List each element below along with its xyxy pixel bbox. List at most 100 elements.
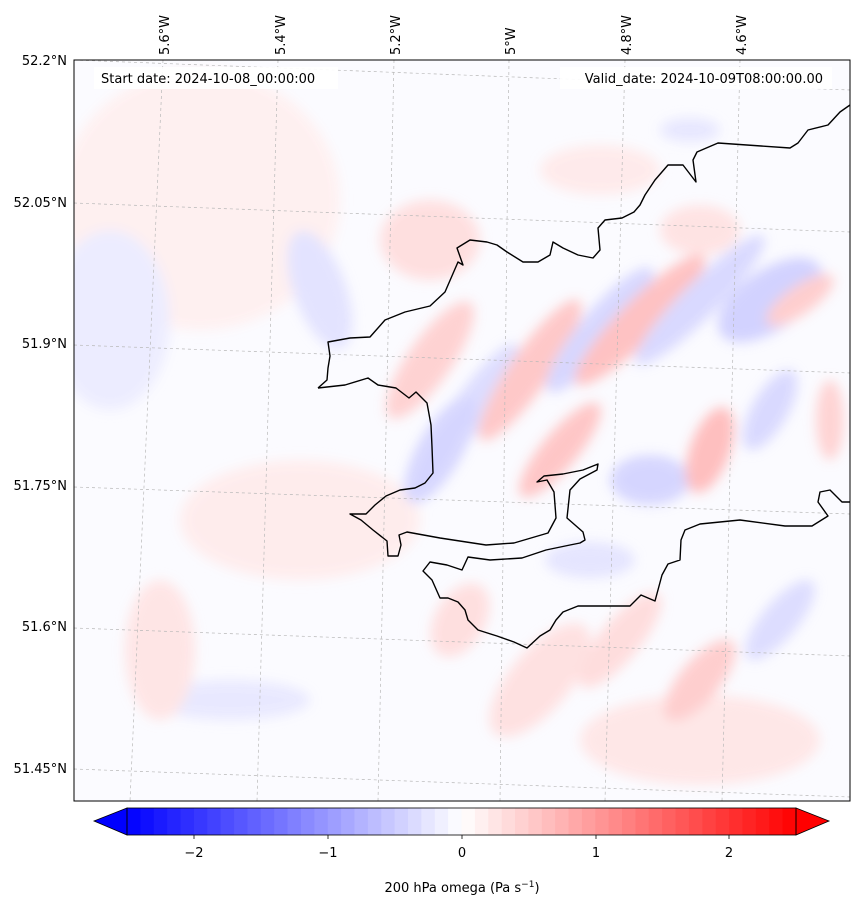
colorbar-swatch [528, 808, 543, 835]
colorbar-swatch [421, 808, 436, 835]
omega-patch [610, 455, 690, 505]
valid-date-box [560, 67, 832, 89]
colorbar-swatch [488, 808, 503, 835]
colorbar-swatch [688, 808, 703, 835]
omega-patch [404, 396, 476, 504]
lat-tick-label: 52.2°N [22, 54, 67, 69]
colorbar-swatch [715, 808, 730, 835]
omega-patch [717, 257, 823, 343]
colorbar-swatch [234, 808, 249, 835]
colorbar-swatch [515, 808, 529, 835]
omega-patch [519, 402, 601, 498]
colorbar-swatch [568, 808, 583, 835]
omega-patch [766, 274, 834, 326]
colorbar-swatch [755, 808, 770, 835]
colorbar-label-end: ) [534, 881, 539, 896]
omega-patch [660, 118, 720, 142]
omega-patch [580, 695, 820, 785]
colorbar-swatch [193, 808, 208, 835]
omega-patch [685, 407, 735, 493]
colorbar-ticks [193, 835, 730, 839]
omega-patch [125, 580, 195, 720]
lon-tick-label: 5.2°W [389, 15, 404, 55]
lat-tick-label: 51.45°N [14, 762, 67, 777]
colorbar-swatch [381, 808, 396, 835]
colorbar-tick-labels: −2 −1 0 1 2 [184, 846, 733, 861]
omega-patch [816, 380, 844, 460]
colorbar-swatch [581, 808, 596, 835]
coastline-north [317, 104, 850, 389]
colorbar-min-arrow [92, 807, 128, 836]
omega-patch [180, 460, 420, 580]
omega-patch [578, 592, 662, 688]
colorbar-swatch [314, 808, 329, 835]
colorbar-swatch [220, 808, 235, 835]
colorbar-swatch [127, 808, 141, 835]
colorbar-swatches [127, 808, 797, 835]
omega-patch [478, 299, 582, 441]
colorbar-tick-label: 0 [458, 846, 466, 861]
coastline-south [317, 377, 850, 649]
omega-patch [540, 145, 660, 195]
colorbar-swatch [394, 808, 409, 835]
colorbar-tick-label: −1 [318, 846, 337, 861]
lon-tick-label: 5°W [504, 27, 519, 55]
omega-patch [745, 579, 815, 661]
start-date-label: Start date: 2024-10-08_00:00:00 [101, 72, 315, 87]
omega-patch [546, 267, 654, 393]
colorbar-swatch [675, 808, 690, 835]
omega-field [74, 60, 850, 801]
omega-patch [664, 639, 736, 721]
colorbar-swatch [300, 808, 315, 835]
colorbar-swatch [260, 808, 275, 835]
colorbar-swatch [635, 808, 650, 835]
colorbar-swatch [274, 808, 289, 835]
latitude-labels: 52.2°N 52.05°N 51.9°N 51.75°N 51.6°N 51.… [14, 54, 67, 777]
omega-patch [742, 370, 798, 450]
valid-date-label: Valid_date: 2024-10-09T08:00:00.00 [585, 72, 823, 87]
colorbar-swatch [648, 808, 663, 835]
omega-patch [287, 231, 353, 349]
colorbar-swatch [341, 808, 356, 835]
omega-patch [74, 230, 170, 410]
colorbar-swatch [742, 808, 757, 835]
colorbar-swatch [327, 808, 342, 835]
omega-patch [545, 542, 635, 578]
colorbar-swatch [769, 808, 784, 835]
colorbar-swatch [153, 808, 168, 835]
colorbar-swatch [167, 808, 182, 835]
colorbar-swatch [729, 808, 744, 835]
colorbar-swatch [448, 808, 463, 835]
colorbar-max-arrow [795, 807, 831, 836]
omega-patch [574, 254, 706, 386]
lat-tick-label: 51.9°N [22, 337, 67, 352]
colorbar-label-superscript: −1 [521, 880, 534, 890]
colorbar-swatch [702, 808, 717, 835]
colorbar-label-text: 200 hPa omega (Pa s [384, 881, 521, 896]
colorbar-swatch [367, 808, 382, 835]
omega-patch [635, 235, 765, 365]
omega-patch [489, 623, 591, 737]
map-panel: Start date: 2024-10-08_00:00:00 Valid_da… [73, 59, 851, 802]
colorbar-swatch [207, 808, 222, 835]
meridian-gridline [129, 60, 164, 801]
colorbar-swatch [662, 808, 677, 835]
colorbar-swatch [622, 808, 637, 835]
colorbar-swatch [541, 808, 556, 835]
colorbar-swatch [555, 808, 570, 835]
lon-tick-label: 5.4°W [274, 15, 289, 55]
coastline [317, 104, 850, 649]
colorbar-swatch [782, 808, 797, 835]
colorbar-swatch [461, 808, 476, 835]
omega-patch [430, 583, 490, 657]
omega-patch [385, 301, 475, 419]
lon-tick-label: 4.6°W [735, 15, 750, 55]
colorbar-swatch [407, 808, 422, 835]
colorbar-swatch [608, 808, 623, 835]
omega-patch [150, 680, 310, 720]
longitude-labels: 5.6°W 5.4°W 5.2°W 5°W 4.8°W 4.6°W [158, 15, 750, 55]
colorbar-swatch [434, 808, 449, 835]
map-frame [73, 59, 851, 802]
lon-tick-label: 4.8°W [620, 15, 635, 55]
